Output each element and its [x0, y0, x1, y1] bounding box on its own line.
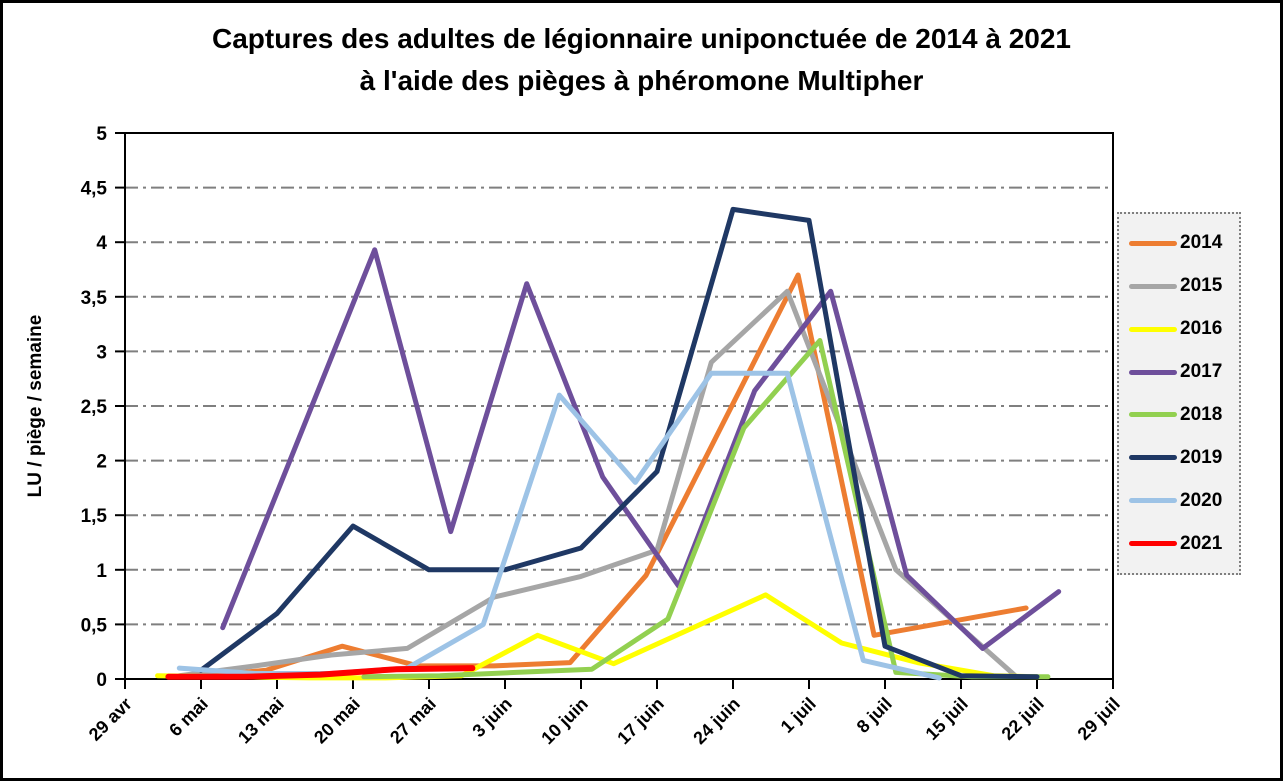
- y-tick-label: 3,5: [81, 288, 108, 309]
- x-tick-label: 29 juil: [1074, 694, 1124, 744]
- y-tick-label: 3: [96, 342, 107, 363]
- series-line-2015: [176, 288, 1018, 679]
- legend-item-2019: 2019: [1129, 447, 1235, 469]
- y-tick-label: 4: [96, 233, 107, 254]
- legend-swatch-2017: [1129, 369, 1177, 375]
- legend-item-2021: 2021: [1129, 533, 1235, 555]
- legend-item-2018: 2018: [1129, 404, 1235, 426]
- y-tick-label: 0: [96, 670, 107, 691]
- x-tick-label: 22 juil: [998, 694, 1048, 744]
- legend-label-2019: 2019: [1180, 446, 1223, 468]
- legend: 2014 2015 2016 2017 2018 2019 2020 2021: [1117, 212, 1241, 575]
- y-tick-label: 0,5: [81, 615, 108, 636]
- legend-swatch-2014: [1129, 240, 1177, 246]
- legend-label-2017: 2017: [1180, 361, 1223, 383]
- legend-label-2021: 2021: [1180, 532, 1223, 554]
- y-tick-label: 2,5: [81, 397, 108, 418]
- series-line-2021: [165, 665, 476, 680]
- series-line-2019: [198, 206, 1040, 680]
- x-tick-label: 27 mai: [386, 694, 440, 748]
- y-axis-title: LU / piège / semaine: [25, 315, 46, 498]
- x-tick-label: 15 juil: [922, 694, 972, 744]
- legend-item-2020: 2020: [1129, 490, 1235, 512]
- x-tick-label: 3 juin: [468, 694, 515, 741]
- series-line-2017: [220, 247, 1062, 651]
- y-tick-label: 2: [96, 452, 107, 473]
- chart-title-line1: Captures des adultes de légionnaire unip…: [212, 23, 1071, 54]
- y-tick-label: 1,5: [81, 506, 108, 527]
- legend-label-2016: 2016: [1180, 318, 1223, 340]
- x-tick-label: 13 mai: [234, 694, 288, 748]
- legend-label-2014: 2014: [1180, 232, 1223, 254]
- x-tick-label: 29 avr: [85, 694, 136, 745]
- legend-label-2018: 2018: [1180, 403, 1223, 425]
- x-tick-label: 10 juin: [537, 694, 591, 748]
- x-tick-label: 6 mai: [165, 694, 212, 741]
- legend-swatch-2016: [1129, 326, 1177, 332]
- x-tick-label: 17 juin: [613, 694, 667, 748]
- legend-swatch-2018: [1129, 412, 1177, 418]
- chart-title-line2: à l'aide des pièges à phéromone Multiphe…: [359, 65, 924, 96]
- legend-swatch-2020: [1129, 498, 1177, 504]
- x-tick-label: 24 juin: [689, 694, 743, 748]
- x-tick-label: 8 juil: [853, 694, 896, 737]
- legend-swatch-2021: [1129, 541, 1177, 547]
- series-line-2014: [187, 272, 1029, 680]
- x-tick-label: 1 juil: [777, 694, 820, 737]
- legend-label-2020: 2020: [1180, 489, 1223, 511]
- legend-item-2017: 2017: [1129, 361, 1235, 383]
- legend-swatch-2015: [1129, 283, 1177, 289]
- line-chart: 0 0,5 1 1,5 2 2,5 3 3,5 4 4,5 5 29 avr 6 mai 13 mai 20…: [25, 124, 1124, 748]
- series-line-2018: [361, 338, 1051, 680]
- legend-swatch-2019: [1129, 455, 1177, 461]
- y-tick-label: 4,5: [81, 179, 108, 200]
- y-tick-label: 1: [96, 561, 107, 582]
- y-tick-label: 5: [96, 124, 107, 145]
- legend-item-2014: 2014: [1129, 232, 1235, 254]
- x-tick-label: 20 mai: [310, 694, 364, 748]
- legend-item-2016: 2016: [1129, 318, 1235, 340]
- legend-item-2015: 2015: [1129, 275, 1235, 297]
- legend-label-2015: 2015: [1180, 275, 1223, 297]
